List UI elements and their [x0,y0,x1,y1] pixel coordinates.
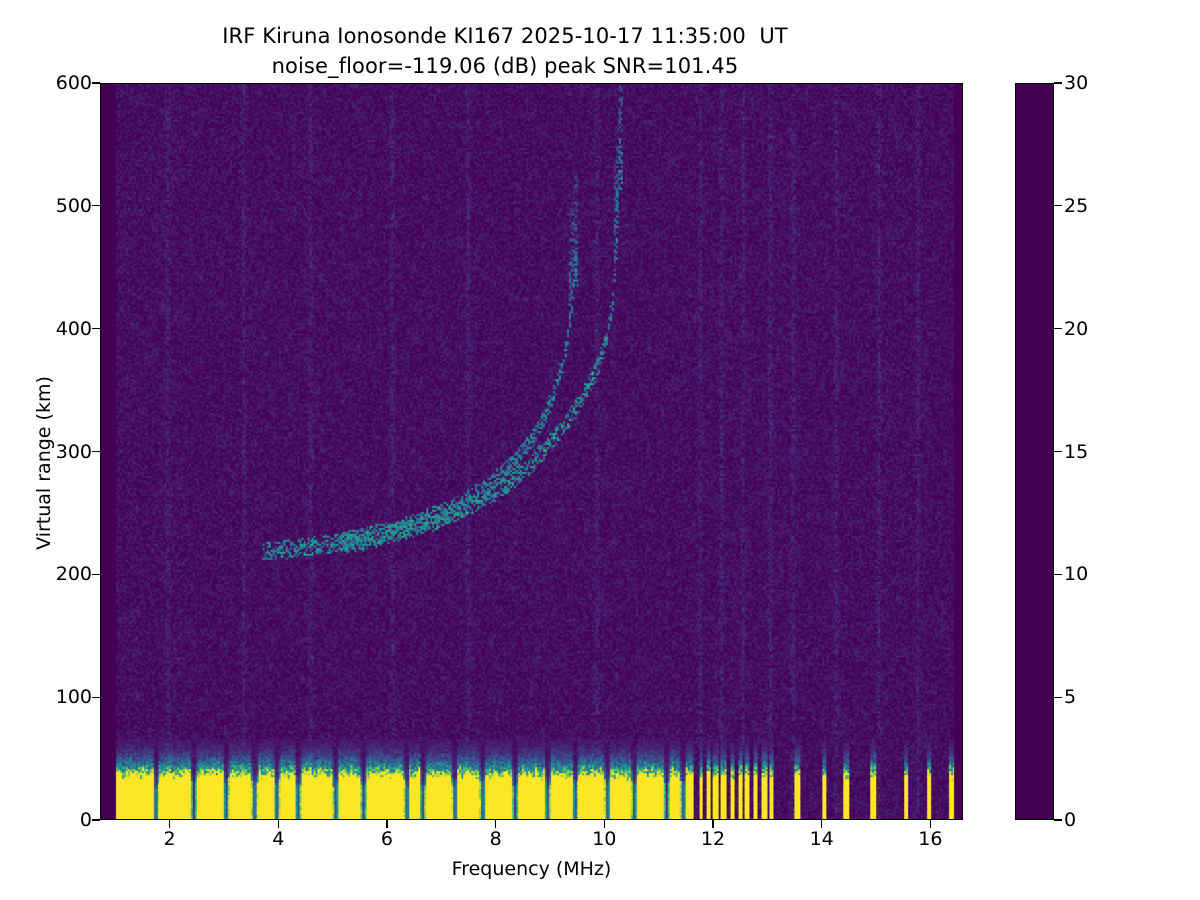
y-tick-mark [92,328,100,330]
colorbar-gradient [1016,84,1053,819]
y-tick-mark [92,205,100,207]
y-tick-mark [92,450,100,453]
y-axis-label: Virtual range (km) [33,376,55,550]
y-tick-mark [92,82,100,84]
x-tick-label: 10 [592,828,617,850]
colorbar-tick-mark [1054,205,1062,207]
x-tick-mark [821,820,823,828]
x-axis-label: Frequency (MHz) [451,858,612,880]
colorbar-tick-mark [1054,819,1062,821]
colorbar-tick-label: 30 [1064,72,1089,94]
x-tick-mark [712,820,714,828]
colorbar-tick-label: 15 [1064,440,1089,463]
x-tick-label: 6 [380,828,393,850]
y-tick-mark [92,696,100,698]
y-tick-label: 300 [55,440,92,463]
colorbar-tick-label: 0 [1064,809,1077,831]
x-tick-label: 16 [918,828,943,850]
ionogram-plot-area [100,83,963,820]
colorbar-tick-label: 20 [1064,317,1089,340]
y-tick-label: 400 [55,317,92,340]
colorbar-tick-mark [1054,328,1062,330]
ionogram-heatmap-canvas [101,84,962,819]
colorbar [1015,83,1054,820]
y-tick-mark [92,819,100,821]
colorbar-tick-mark [1054,82,1062,84]
x-tick-mark [494,820,497,828]
colorbar-tick-label: 5 [1064,686,1077,709]
x-tick-mark [603,820,605,828]
colorbar-tick-mark [1054,450,1062,453]
colorbar-tick-mark [1054,696,1062,698]
x-tick-label: 8 [489,828,502,850]
x-tick-label: 12 [700,828,726,850]
figure-title-line-2: noise_floor=-119.06 (dB) peak SNR=101.45 [271,54,739,78]
x-tick-mark [168,820,171,828]
figure-title-line-1: IRF Kiruna Ionosonde KI167 2025-10-17 11… [222,24,788,48]
y-tick-label: 200 [55,563,92,586]
colorbar-tick-label: 25 [1064,194,1089,217]
x-tick-mark [929,820,932,828]
y-tick-label: 100 [55,686,92,709]
y-tick-label: 500 [55,194,92,217]
y-tick-mark [92,573,100,575]
y-tick-label: 600 [55,72,92,94]
x-tick-label: 14 [809,828,834,850]
colorbar-tick-label: 10 [1064,563,1089,586]
x-tick-label: 4 [272,828,285,850]
x-tick-mark [277,820,279,828]
colorbar-tick-mark [1054,573,1062,575]
y-tick-label: 0 [79,809,92,831]
x-tick-mark [386,820,388,828]
x-tick-label: 2 [163,828,176,850]
